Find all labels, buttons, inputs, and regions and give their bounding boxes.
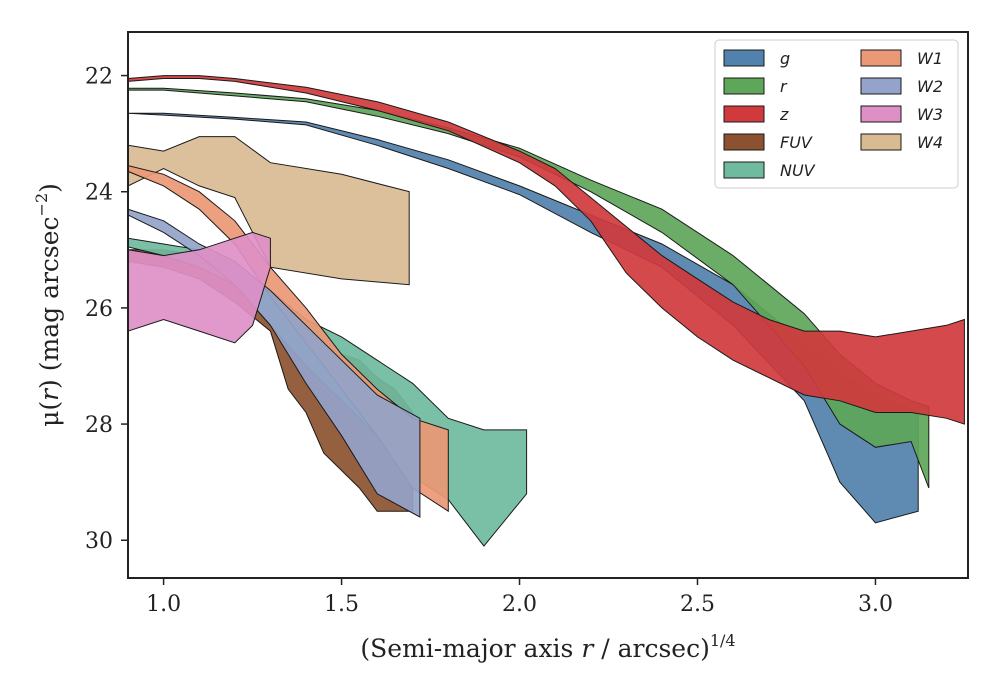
- legend-label-r: r: [780, 77, 788, 96]
- x-tick-label: 1.0: [146, 592, 181, 617]
- y-axis-label-unit: ) (mag arcsec: [35, 216, 64, 389]
- y-tick-label: 26: [85, 297, 113, 322]
- legend-label-g: g: [780, 49, 790, 68]
- legend-label-w3: W3: [917, 105, 943, 124]
- x-tick-label: 2.5: [680, 592, 715, 617]
- y-axis-label-close: ): [35, 183, 64, 193]
- x-tick-label: 3.0: [858, 592, 893, 617]
- legend-swatch-nuv: [723, 161, 765, 179]
- legend-label-w4: W4: [917, 133, 943, 152]
- y-axis-label: μ(r) (mag arcsec−2): [32, 183, 64, 427]
- x-axis-label-var: r: [581, 634, 595, 663]
- band-w3: [128, 231, 271, 344]
- legend-swatch-r: [723, 77, 765, 95]
- x-axis-label-main: (Semi-major axis: [360, 634, 581, 663]
- legend-label-nuv: NUV: [780, 161, 816, 180]
- y-tick-label: 28: [85, 413, 113, 438]
- y-tick-label: 24: [85, 181, 113, 206]
- legend: grz FUV NUV W1 W2 W3 W4: [714, 39, 959, 189]
- legend-box: [714, 39, 959, 189]
- ticks-layer: 1.0 1.5 2.0 2.5 3.0 22 24 26 28 30: [85, 65, 893, 617]
- legend-label-z: z: [779, 105, 789, 124]
- x-axis-label-exponent: 1/4: [710, 631, 736, 650]
- legend-label-w1: W1: [917, 49, 943, 68]
- y-axis-label-main: μ(: [35, 401, 64, 427]
- legend-swatch-g: [723, 49, 765, 67]
- legend-label-fuv: FUV: [780, 133, 813, 152]
- y-axis-label-var: r: [35, 387, 64, 401]
- band-z: [128, 75, 965, 425]
- plot-frame: [127, 31, 969, 579]
- y-axis-label-exponent: −2: [32, 193, 51, 217]
- x-axis-label: (Semi-major axis r / arcsec)1/4: [360, 631, 735, 663]
- legend-swatch-fuv: [723, 133, 765, 151]
- legend-swatch-w3: [860, 105, 902, 123]
- legend-swatch-w4: [860, 133, 902, 151]
- x-axis-label-unit: / arcsec): [593, 634, 710, 663]
- y-tick-label: 30: [85, 529, 113, 554]
- legend-label-w2: W2: [917, 77, 943, 96]
- y-tick-label: 22: [85, 65, 113, 90]
- legend-swatch-z: [723, 105, 765, 123]
- legend-swatch-w2: [860, 77, 902, 95]
- series-layer: [128, 75, 965, 547]
- band-w4: [128, 136, 410, 286]
- legend-swatch-w1: [860, 49, 902, 67]
- x-tick-label: 2.0: [502, 592, 537, 617]
- x-tick-label: 1.5: [324, 592, 359, 617]
